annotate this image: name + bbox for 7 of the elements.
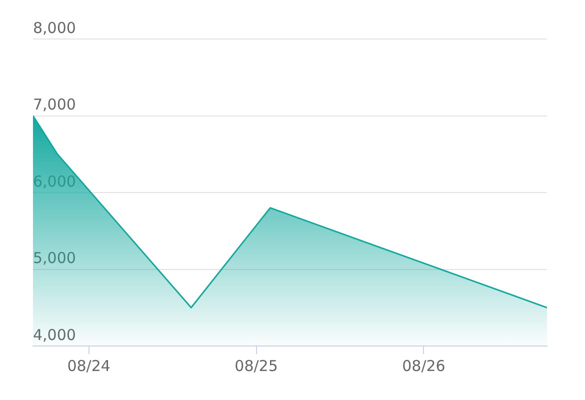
x-tick-label: 08/24 bbox=[67, 356, 110, 375]
y-tick-label: 4,000 bbox=[33, 326, 76, 344]
x-tick-label: 08/25 bbox=[234, 356, 278, 375]
x-tick-label: 08/26 bbox=[402, 356, 446, 375]
y-tick-label: 8,000 bbox=[33, 18, 76, 37]
y-tick-label: 5,000 bbox=[33, 249, 76, 268]
y-tick-label: 7,000 bbox=[33, 96, 76, 114]
